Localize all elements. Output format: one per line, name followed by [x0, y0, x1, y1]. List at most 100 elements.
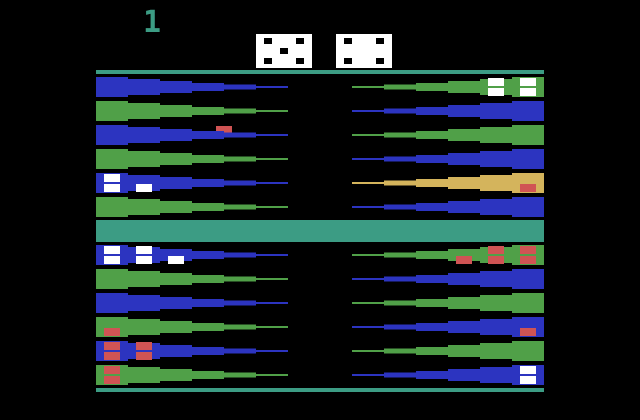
checker: [488, 88, 504, 96]
point-wedge: [96, 197, 128, 217]
checker: [136, 352, 152, 360]
checker: [520, 328, 536, 336]
point-wedge: [96, 125, 128, 145]
point-wedge: [128, 271, 160, 287]
point-wedge: [192, 203, 224, 211]
point-wedge: [384, 132, 416, 138]
point-wedge: [448, 345, 480, 357]
point-wedge: [160, 321, 192, 333]
point-wedge: [416, 155, 448, 163]
point-wedge: [480, 175, 512, 191]
point-wedge: [416, 323, 448, 331]
point-wedge: [352, 326, 384, 328]
point-wedge: [192, 179, 224, 187]
point-wedge: [192, 83, 224, 91]
point-wedge: [256, 278, 288, 280]
point-wedge: [224, 348, 256, 354]
point-wedge: [128, 151, 160, 167]
point-wedge: [128, 103, 160, 119]
checker: [136, 342, 152, 350]
checker: [520, 256, 536, 264]
board-bar: [96, 220, 544, 242]
checker: [136, 184, 152, 192]
point-wedge: [160, 129, 192, 141]
point-wedge: [224, 276, 256, 282]
point-wedge: [480, 319, 512, 335]
point-wedge: [128, 199, 160, 215]
point-wedge: [480, 151, 512, 167]
point-wedge: [384, 276, 416, 282]
point-wedge: [96, 293, 128, 313]
point-wedge: [448, 153, 480, 165]
die-pip: [264, 38, 272, 44]
die-pip: [376, 58, 384, 64]
point-wedge: [352, 374, 384, 376]
point-wedge: [160, 273, 192, 285]
checker: [104, 256, 120, 264]
point-wedge: [160, 153, 192, 165]
point-wedge: [256, 350, 288, 352]
cursor: [216, 126, 232, 134]
point-wedge: [480, 343, 512, 359]
point-wedge: [416, 299, 448, 307]
point-wedge: [256, 182, 288, 184]
point-wedge: [512, 341, 544, 361]
checker: [104, 342, 120, 350]
checker: [520, 246, 536, 254]
point-wedge: [256, 110, 288, 112]
point-wedge: [480, 127, 512, 143]
point-wedge: [224, 132, 256, 138]
point-wedge: [512, 101, 544, 121]
checker: [456, 256, 472, 264]
point-wedge: [128, 127, 160, 143]
checker: [104, 174, 120, 182]
checker: [104, 246, 120, 254]
point-wedge: [384, 204, 416, 210]
point-wedge: [256, 326, 288, 328]
point-wedge: [160, 345, 192, 357]
point-wedge: [352, 110, 384, 112]
point-wedge: [192, 251, 224, 259]
point-wedge: [480, 103, 512, 119]
checker: [104, 184, 120, 192]
point-wedge: [416, 371, 448, 379]
point-wedge: [416, 83, 448, 91]
die-pip: [376, 38, 384, 44]
point-wedge: [384, 348, 416, 354]
point-wedge: [512, 149, 544, 169]
point-wedge: [480, 367, 512, 383]
player-number: 1: [143, 5, 161, 40]
point-wedge: [448, 297, 480, 309]
point-wedge: [256, 206, 288, 208]
point-wedge: [256, 134, 288, 136]
point-wedge: [352, 86, 384, 88]
point-wedge: [224, 84, 256, 90]
point-wedge: [224, 372, 256, 378]
point-wedge: [96, 101, 128, 121]
point-wedge: [416, 179, 448, 187]
point-wedge: [96, 269, 128, 289]
point-wedge: [384, 300, 416, 306]
point-wedge: [192, 107, 224, 115]
point-wedge: [352, 350, 384, 352]
point-wedge: [448, 321, 480, 333]
point-wedge: [256, 158, 288, 160]
point-wedge: [448, 105, 480, 117]
point-wedge: [512, 197, 544, 217]
point-wedge: [448, 177, 480, 189]
checker: [488, 246, 504, 254]
point-wedge: [352, 182, 384, 184]
point-wedge: [192, 299, 224, 307]
point-wedge: [256, 86, 288, 88]
point-wedge: [160, 297, 192, 309]
point-wedge: [416, 347, 448, 355]
point-wedge: [480, 271, 512, 287]
die-pip: [344, 38, 352, 44]
point-wedge: [256, 254, 288, 256]
point-wedge: [256, 374, 288, 376]
point-wedge: [384, 324, 416, 330]
point-wedge: [160, 177, 192, 189]
point-wedge: [384, 372, 416, 378]
checker: [520, 88, 536, 96]
